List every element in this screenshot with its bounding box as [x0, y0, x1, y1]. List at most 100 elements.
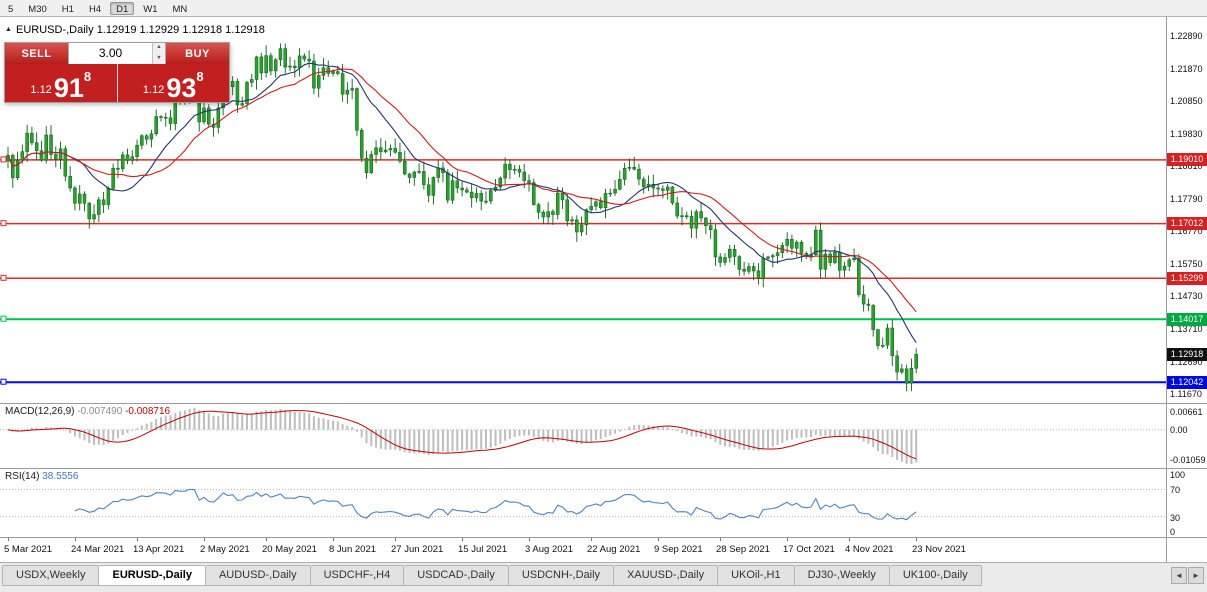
date-tick	[787, 538, 788, 541]
price-line-badge: 1.14017	[1167, 312, 1207, 326]
macd-indicator-panel[interactable]: MACD(12,26,9) -0.007490 -0.008716	[0, 404, 1166, 468]
date-tick	[658, 538, 659, 541]
date-tick	[849, 538, 850, 541]
timeframe-button-h4[interactable]: H4	[88, 3, 102, 15]
date-axis-label: 23 Nov 2021	[912, 544, 966, 555]
timeframe-button-mn[interactable]: MN	[172, 3, 188, 15]
buy-price-small: 1.12	[142, 84, 165, 96]
rsi-indicator-panel[interactable]: RSI(14) 38.5556	[0, 469, 1166, 537]
panel-divider[interactable]	[0, 468, 1207, 469]
price-tick-label: 1.19830	[1170, 128, 1203, 139]
tab-usdcnh-daily[interactable]: USDCNH-,Daily	[508, 565, 615, 586]
macd-canvas[interactable]	[0, 404, 1166, 468]
date-axis-label: 20 May 2021	[262, 544, 317, 555]
panel-divider[interactable]	[0, 537, 1207, 538]
date-tick	[8, 538, 9, 541]
volume-input[interactable]: 3.00 ▲ ▼	[68, 43, 166, 64]
chart-symbol-ohlc: EURUSD-,Daily 1.12919 1.12929 1.12918 1.…	[16, 24, 265, 36]
date-axis-label: 24 Mar 2021	[71, 544, 125, 555]
price-tick-label: 1.15750	[1170, 258, 1203, 269]
date-axis-label: 8 Jun 2021	[329, 544, 377, 555]
volume-value[interactable]: 3.00	[98, 46, 123, 60]
sell-price-display[interactable]: 1.12 91 8	[5, 64, 118, 102]
macd-axis-label: 0.00661	[1170, 407, 1203, 417]
price-chart-panel[interactable]: ▲ EURUSD-,Daily 1.12919 1.12929 1.12918 …	[0, 17, 1166, 403]
timeframe-button-h1[interactable]: H1	[61, 3, 74, 15]
price-tick-label: 1.16770	[1170, 226, 1203, 237]
price-line-badge: 1.17012	[1167, 217, 1207, 231]
price-tick-label: 1.21870	[1170, 63, 1203, 74]
timeframe-button-w1[interactable]: W1	[143, 3, 158, 15]
date-axis-label: 17 Oct 2021	[783, 544, 835, 555]
rsi-canvas[interactable]	[0, 469, 1166, 537]
date-axis-label: 13 Apr 2021	[133, 544, 185, 555]
macd-label: MACD(12,26,9) -0.007490 -0.008716	[5, 406, 170, 417]
rsi-axis-label: 100	[1170, 470, 1186, 480]
date-tick	[204, 538, 205, 541]
timeframe-toolbar: 5 M30 H1 H4 D1 W1 MN	[0, 0, 1207, 17]
tab-dj30-weekly[interactable]: DJ30-,Weekly	[794, 565, 890, 586]
macd-axis-label: 0.00	[1170, 424, 1188, 435]
date-tick	[462, 538, 463, 541]
chart-tab-bar: USDX,Weekly EURUSD-,Daily AUDUSD-,Daily USD…	[0, 562, 1207, 592]
tab-xauusd-daily[interactable]: XAUUSD-,Daily	[614, 565, 719, 586]
tab-scroll-right-icon[interactable]: ►	[1188, 567, 1204, 584]
price-line-badge: 1.15299	[1167, 271, 1207, 285]
date-axis-label: 28 Sep 2021	[716, 544, 770, 555]
date-tick	[333, 538, 334, 541]
date-tick	[916, 538, 917, 541]
date-tick	[591, 538, 592, 541]
panel-divider[interactable]	[0, 403, 1207, 404]
timeframe-button-5[interactable]: 5	[8, 3, 14, 15]
tab-usdx-weekly[interactable]: USDX,Weekly	[2, 565, 100, 586]
date-axis-label: 4 Nov 2021	[845, 544, 894, 555]
timeframe-button-group: 5 M30 H1 H4 D1 W1 MN	[2, 1, 193, 15]
buy-price-display[interactable]: 1.12 93 8	[117, 64, 229, 102]
price-tick-label: 1.13710	[1170, 323, 1203, 334]
chart-symbol: EURUSD-,Daily	[16, 24, 94, 36]
price-axis[interactable]: 1.228901.218701.208501.198301.188101.177…	[1167, 17, 1207, 403]
collapse-panel-icon[interactable]: ▲	[5, 26, 12, 33]
tab-ukoil-h1[interactable]: UKOil-,H1	[718, 565, 795, 586]
buy-button[interactable]: BUY	[166, 43, 229, 64]
rsi-axis[interactable]: 100 70 30 0	[1167, 469, 1207, 537]
tab-scroll-buttons: ◄ ►	[1171, 567, 1204, 584]
tab-audusd-daily[interactable]: AUDUSD-,Daily	[205, 565, 311, 586]
rsi-axis-label: 0	[1170, 527, 1176, 537]
date-tick	[529, 538, 530, 541]
date-axis-label: 5 Mar 2021	[4, 544, 53, 555]
date-axis-label: 9 Sep 2021	[654, 544, 703, 555]
tab-usdcad-daily[interactable]: USDCAD-,Daily	[404, 565, 509, 586]
volume-increase-button[interactable]: ▲	[153, 43, 165, 54]
date-tick	[75, 538, 76, 541]
macd-axis[interactable]: 0.00661 0.00 -0.01059	[1167, 404, 1207, 468]
date-axis-label: 22 Aug 2021	[587, 544, 641, 555]
price-tick-label: 1.14730	[1170, 291, 1203, 302]
date-axis-label: 3 Aug 2021	[525, 544, 574, 555]
date-axis[interactable]: 5 Mar 2021 24 Mar 2021 13 Apr 2021 2 May 20…	[0, 538, 1166, 562]
buy-price-sup: 8	[196, 69, 204, 84]
price-tick-label: 1.20850	[1170, 96, 1203, 107]
chart-ohlc-values: 1.12919 1.12929 1.12918 1.12918	[96, 24, 265, 36]
macd-signal-value: -0.008716	[125, 406, 171, 417]
tab-usdchf-h4[interactable]: USDCHF-,H4	[310, 565, 405, 586]
tab-uk100-daily[interactable]: UK100-,Daily	[889, 565, 982, 586]
date-tick	[395, 538, 396, 541]
price-tick-label: 1.17790	[1170, 193, 1203, 204]
current-price-badge: 1.12918	[1167, 347, 1207, 361]
volume-decrease-button[interactable]: ▼	[153, 53, 165, 64]
one-click-trading-panel: SELL 3.00 ▲ ▼ BUY 1.12 91 8 1.12 93 8	[4, 42, 230, 103]
axis-separator	[1166, 17, 1167, 562]
tab-scroll-left-icon[interactable]: ◄	[1171, 567, 1187, 584]
sell-button[interactable]: SELL	[5, 43, 68, 64]
timeframe-button-d1[interactable]: D1	[110, 1, 135, 15]
price-tick-label: 1.11670	[1170, 389, 1202, 400]
date-tick	[266, 538, 267, 541]
timeframe-button-m30[interactable]: M30	[28, 3, 47, 15]
chart-tabs: USDX,Weekly EURUSD-,Daily AUDUSD-,Daily USD…	[2, 565, 982, 586]
price-line-badge: 1.12042	[1167, 375, 1207, 389]
rsi-label: RSI(14) 38.5556	[5, 471, 78, 482]
tab-eurusd-daily[interactable]: EURUSD-,Daily	[99, 565, 206, 586]
sell-price-sup: 8	[83, 69, 92, 84]
rsi-axis-label: 70	[1170, 485, 1181, 496]
